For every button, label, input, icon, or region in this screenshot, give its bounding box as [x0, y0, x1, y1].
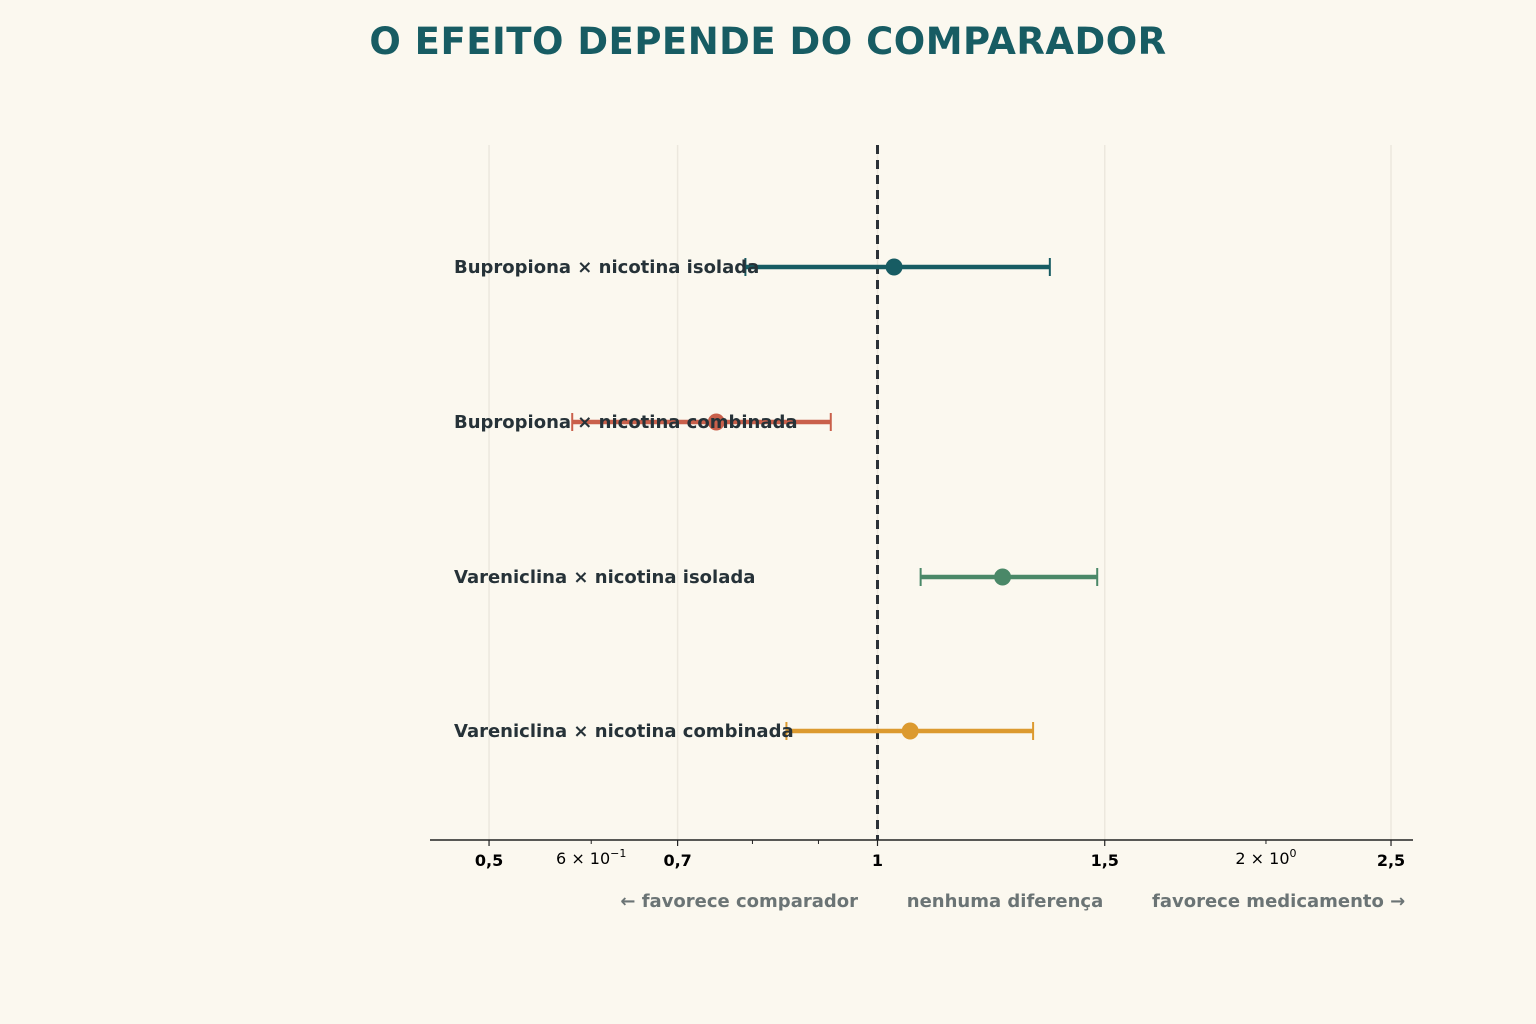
x-tick-label: 0,5	[475, 851, 503, 870]
confidence-intervals	[571, 258, 1099, 740]
direction-labels: ← favorece comparador nenhuma diferença fa…	[620, 891, 1405, 912]
row-label: Vareniclina × nicotina combinada	[454, 721, 794, 742]
x-tick-label: 1,5	[1091, 851, 1119, 870]
row-labels: Bupropiona × nicotina isolada Bupropiona …	[454, 257, 798, 742]
x-minor-tick-label: 2 × 100	[1235, 847, 1296, 868]
row-label: Vareniclina × nicotina isolada	[454, 567, 755, 588]
x-tick-label: 1	[872, 851, 883, 870]
x-axis: 0,5 0,7 1 1,5 2,5 6 × 10−1 2 × 100	[430, 839, 1413, 870]
x-tick-label: 0,7	[663, 851, 691, 870]
no-difference-label: nenhuma diferença	[907, 891, 1103, 912]
row-label: Bupropiona × nicotina isolada	[454, 257, 759, 278]
favors-comparator-label: ← favorece comparador	[620, 891, 858, 912]
estimate-point	[885, 258, 903, 276]
estimate-point	[707, 413, 725, 431]
chart-title: O EFEITO DEPENDE DO COMPARADOR	[369, 20, 1167, 63]
estimate-point	[901, 722, 919, 740]
row-label: Bupropiona × nicotina combinada	[454, 412, 798, 433]
estimate-point	[994, 568, 1012, 586]
x-minor-tick-label: 6 × 10−1	[556, 847, 626, 868]
x-tick-label: 2,5	[1377, 851, 1405, 870]
favors-drug-label: favorece medicamento →	[1152, 891, 1405, 912]
